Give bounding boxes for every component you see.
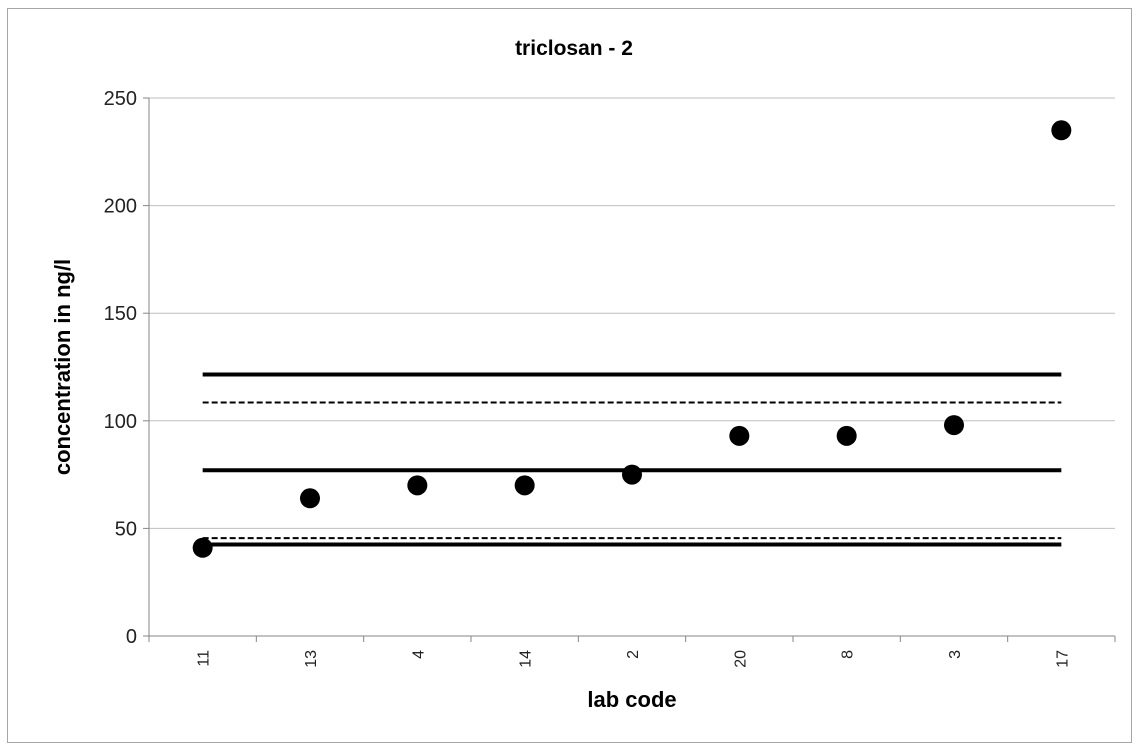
y-tick-label: 250 [104,88,137,110]
y-axis-title: concentration in ng/l [50,259,75,475]
data-point [836,425,857,446]
x-tick-label: 2 [625,650,642,659]
y-tick-labels: 0 50 100 150 200 250 [104,88,137,648]
data-point [514,475,535,496]
x-tick-label: 8 [840,650,857,659]
data-point [729,425,750,446]
data-points [192,120,1072,558]
data-point [1051,120,1072,141]
reference-lines [202,372,1062,547]
data-point [944,415,964,436]
x-tick-label: 4 [410,650,427,659]
y-tick-label: 150 [104,303,137,325]
y-tick-label: 200 [104,196,137,218]
x-axis-title: lab code [587,687,676,712]
chart-title: triclosan - 2 [515,37,633,60]
data-point [407,475,428,496]
y-tick-label: 100 [104,411,137,433]
y-tick-label: 50 [115,518,137,540]
data-point [192,537,213,558]
y-tick-label: 0 [126,626,137,648]
data-point [622,464,642,485]
x-tick-label: 3 [947,650,964,659]
x-tick-label: 20 [732,650,749,668]
gridlines [143,97,1115,637]
x-tick-label: 13 [303,650,320,668]
axes [148,98,1116,642]
x-tick-label: 17 [1054,650,1071,668]
x-tick-label: 14 [518,650,535,668]
x-tick-label: 11 [196,650,213,667]
data-point [300,488,320,509]
x-tick-labels: 11 13 4 14 2 20 8 3 17 [196,650,1072,668]
